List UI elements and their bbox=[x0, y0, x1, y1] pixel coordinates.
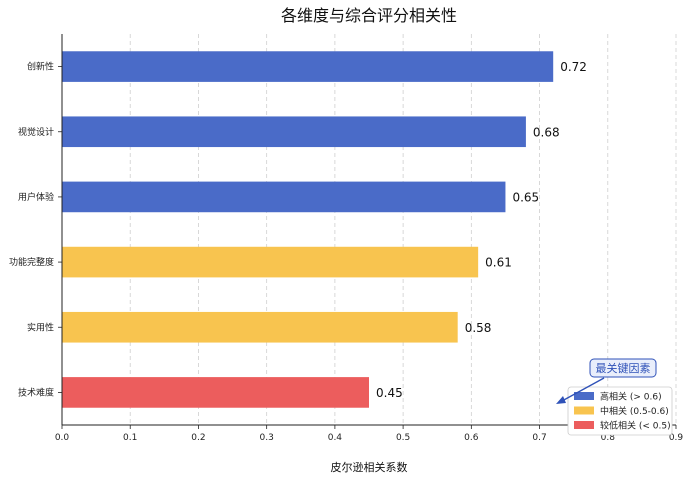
data-label: 0.61 bbox=[485, 256, 512, 270]
x-tick-label: 0.8 bbox=[601, 433, 616, 443]
category-label: 技术难度 bbox=[18, 386, 54, 398]
category-label: 实用性 bbox=[27, 321, 54, 333]
x-axis-title: 皮尔逊相关系数 bbox=[331, 460, 408, 474]
x-tick-label: 0.0 bbox=[55, 433, 70, 443]
x-tick-label: 0.6 bbox=[464, 433, 479, 443]
x-tick-label: 0.7 bbox=[532, 433, 546, 443]
category-label: 功能完整度 bbox=[9, 256, 54, 268]
category-label: 创新性 bbox=[27, 61, 54, 73]
annotation-arrow-line bbox=[561, 377, 605, 402]
bar bbox=[62, 116, 526, 148]
x-tick-label: 0.1 bbox=[123, 433, 137, 443]
category-label: 用户体验 bbox=[18, 191, 54, 203]
bar bbox=[62, 377, 369, 408]
x-tick-label: 0.2 bbox=[191, 433, 205, 443]
legend: 高相关 (> 0.6) 中相关 (0.5-0.6) 较低相关 (< 0.5) bbox=[567, 386, 673, 436]
legend-swatch bbox=[574, 392, 594, 400]
data-label: 0.65 bbox=[512, 190, 539, 204]
legend-label: 较低相关 (< 0.5) bbox=[600, 420, 671, 432]
data-label: 0.68 bbox=[533, 125, 560, 139]
legend-swatch bbox=[574, 406, 594, 415]
legend-label: 中相关 (0.5-0.6) bbox=[600, 405, 669, 417]
chart-title: 各维度与综合评分相关性 bbox=[281, 6, 457, 25]
bar bbox=[62, 246, 479, 278]
x-tick-label: 0.9 bbox=[669, 433, 684, 443]
category-label: 视觉设计 bbox=[18, 126, 54, 138]
annotation-box bbox=[589, 358, 657, 378]
legend-label: 高相关 (> 0.6) bbox=[600, 391, 662, 403]
x-tick-label: 0.5 bbox=[396, 433, 410, 443]
bars-group: 0.72 0.68 0.65 0.61 0.58 0.45 bbox=[62, 51, 587, 408]
bar bbox=[62, 181, 506, 213]
data-label: 0.58 bbox=[465, 321, 492, 335]
bar bbox=[62, 51, 554, 82]
x-tick-label: 0.3 bbox=[260, 433, 274, 443]
data-label: 0.72 bbox=[560, 60, 587, 74]
data-label: 0.45 bbox=[376, 386, 403, 400]
axes-group: 0.0 0.1 0.2 0.3 0.4 0.5 0.6 0.7 0.8 0.9 创新性视觉设计用户体… bbox=[9, 34, 683, 443]
bar bbox=[62, 311, 458, 343]
x-tick-label: 0.4 bbox=[328, 433, 343, 443]
annotation-text: 最关键因素 bbox=[596, 361, 651, 375]
annotation-arrow-head bbox=[556, 396, 566, 404]
legend-swatch bbox=[574, 421, 594, 429]
annotation: 最关键因素 bbox=[556, 358, 657, 404]
